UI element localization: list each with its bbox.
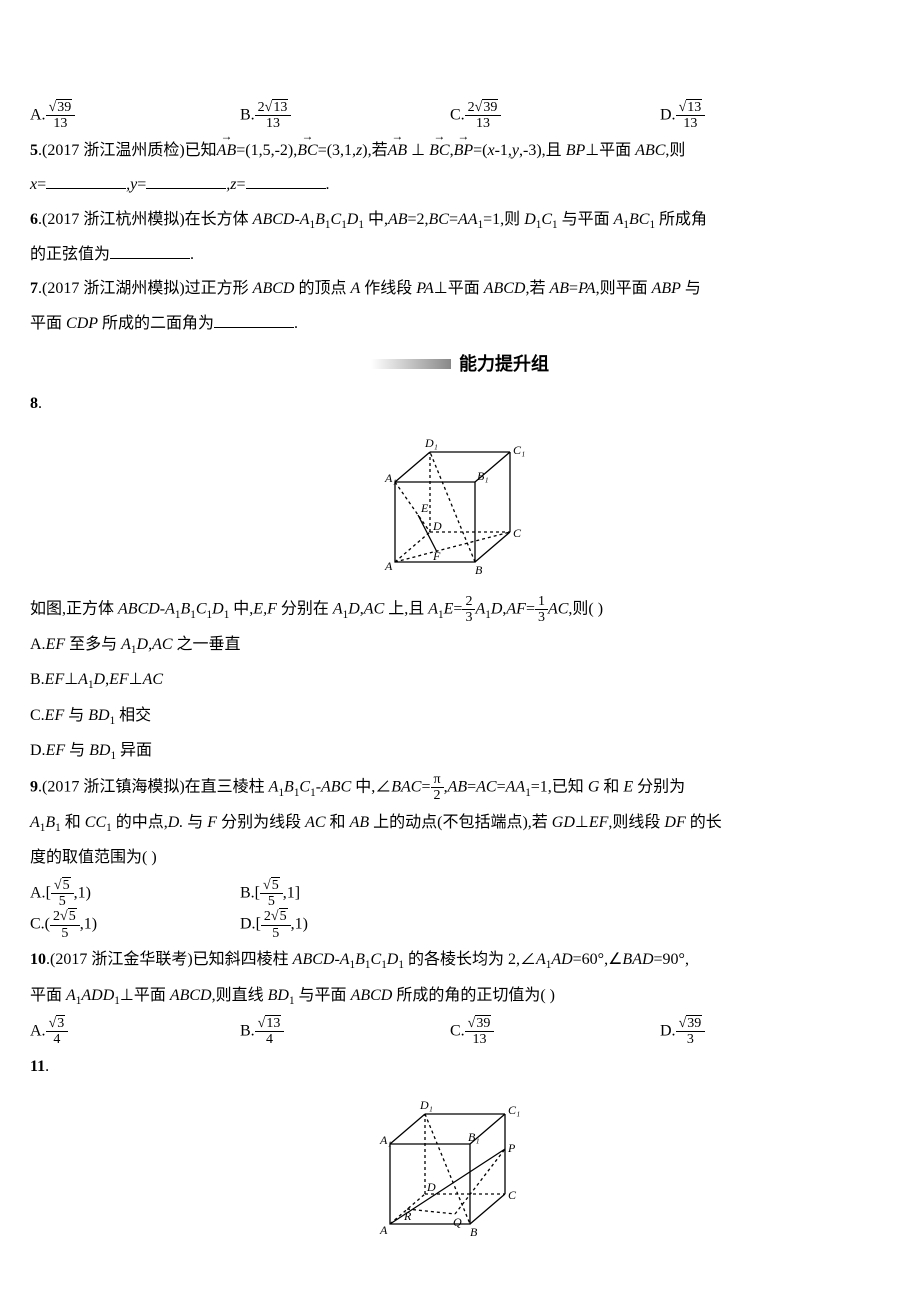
svg-text:C₁: C₁: [508, 1103, 520, 1117]
q8-option-d: D.EF 与 BD1 异面: [30, 736, 890, 767]
q11-number: 11.: [30, 1052, 890, 1082]
q5-stem: 5.(2017 浙江温州质检)已知AB=(1,5,-2),BC=(3,1,z),…: [30, 136, 890, 166]
q10-number: 10: [30, 951, 46, 968]
svg-text:A: A: [379, 1223, 388, 1237]
option-label: B.: [240, 107, 255, 124]
cube-pqr-diagram-icon: A₁ B₁ C₁ D₁ A B C D P Q R: [370, 1094, 550, 1244]
svg-text:B: B: [475, 563, 483, 577]
svg-text:Q: Q: [453, 1215, 462, 1229]
svg-text:D₁: D₁: [419, 1098, 433, 1112]
q6-line2: 的正弦值为.: [30, 240, 890, 270]
svg-text:C₁: C₁: [513, 443, 525, 457]
q8-option-b: B.EF⊥A1D,EF⊥AC: [30, 665, 890, 696]
q9-stem: 9.(2017 浙江镇海模拟)在直三棱柱 A1B1C1-ABC 中,∠BAC=π…: [30, 772, 890, 804]
q9-number: 9: [30, 778, 38, 795]
svg-text:C: C: [513, 526, 522, 540]
q9-line2: A1B1 和 CC1 的中点,D. 与 F 分别为线段 AC 和 AB 上的动点…: [30, 808, 890, 839]
svg-text:B₁: B₁: [477, 469, 489, 483]
q5-blanks: x=,y=,z=.: [30, 170, 890, 200]
q7-line2: 平面 CDP 所成的二面角为.: [30, 309, 890, 339]
q10-option-a: A.34: [30, 1016, 210, 1048]
q9-line3: 度的取值范围为( ): [30, 843, 890, 873]
svg-text:P: P: [507, 1141, 516, 1155]
q4-option-c: C.23913: [450, 100, 630, 132]
svg-text:B₁: B₁: [468, 1130, 480, 1144]
svg-text:C: C: [508, 1188, 517, 1202]
q6-stem: 6.(2017 浙江杭州模拟)在长方体 ABCD-A1B1C1D1 中,AB=2…: [30, 205, 890, 236]
q8-option-c: C.EF 与 BD1 相交: [30, 701, 890, 732]
q9-option-c: C.(255,1): [30, 909, 210, 941]
svg-text:A: A: [384, 559, 393, 573]
q9-options-row2: C.(255,1) D.[255,1): [30, 909, 890, 941]
svg-text:F: F: [432, 549, 441, 563]
option-label: D.: [660, 107, 676, 124]
q4-option-a: A.3913: [30, 100, 210, 132]
q9-option-d: D.[255,1): [240, 909, 420, 941]
q8-figure: A₁ B₁ C₁ D₁ A B C D E F: [30, 432, 890, 582]
svg-text:D: D: [432, 519, 442, 533]
q7-stem: 7.(2017 浙江湖州模拟)过正方形 ABCD 的顶点 A 作线段 PA⊥平面…: [30, 274, 890, 304]
blank-z: [246, 172, 326, 189]
q10-line2: 平面 A1ADD1⊥平面 ABCD,则直线 BD1 与平面 ABCD 所成的角的…: [30, 981, 890, 1012]
q8-option-a: A.EF 至多与 A1D,AC 之一垂直: [30, 630, 890, 661]
svg-text:R: R: [403, 1209, 412, 1223]
option-label: C.: [450, 107, 465, 124]
svg-text:E: E: [420, 501, 429, 515]
q9-options-row1: A.[55,1) B.[55,1]: [30, 878, 890, 910]
q4-option-d: D.1313: [660, 100, 840, 132]
blank-y: [146, 172, 226, 189]
blank-q6: [110, 242, 190, 259]
q10-option-d: D.393: [660, 1016, 840, 1048]
section-title: 能力提升组: [459, 347, 549, 381]
q10-option-c: C.3913: [450, 1016, 630, 1048]
q10-options: A.34 B.134 C.3913 D.393: [30, 1016, 890, 1048]
svg-text:A₁: A₁: [384, 471, 397, 485]
section-header: 能力提升组: [30, 347, 890, 381]
svg-text:D: D: [426, 1180, 436, 1194]
q8-stem: 如图,正方体 ABCD-A1B1C1D1 中,E,F 分别在 A1D,AC 上,…: [30, 594, 890, 626]
cube-diagram-icon: A₁ B₁ C₁ D₁ A B C D E F: [375, 432, 545, 582]
q5-number: 5: [30, 142, 38, 159]
svg-text:B: B: [470, 1225, 478, 1239]
q10-stem: 10.(2017 浙江金华联考)已知斜四棱柱 ABCD-A1B1C1D1 的各棱…: [30, 945, 890, 976]
q8-number: 8.: [30, 389, 890, 419]
q9-option-a: A.[55,1): [30, 878, 210, 910]
option-label: A.: [30, 107, 46, 124]
blank-x: [46, 172, 126, 189]
q6-number: 6: [30, 211, 38, 228]
q11-figure: A₁ B₁ C₁ D₁ A B C D P Q R: [30, 1094, 890, 1244]
svg-text:D₁: D₁: [424, 436, 438, 450]
q9-option-b: B.[55,1]: [240, 878, 420, 910]
q7-number: 7: [30, 280, 38, 297]
svg-text:A₁: A₁: [379, 1133, 392, 1147]
gradient-bar-icon: [371, 359, 451, 369]
blank-q7: [214, 311, 294, 328]
q10-option-b: B.134: [240, 1016, 420, 1048]
